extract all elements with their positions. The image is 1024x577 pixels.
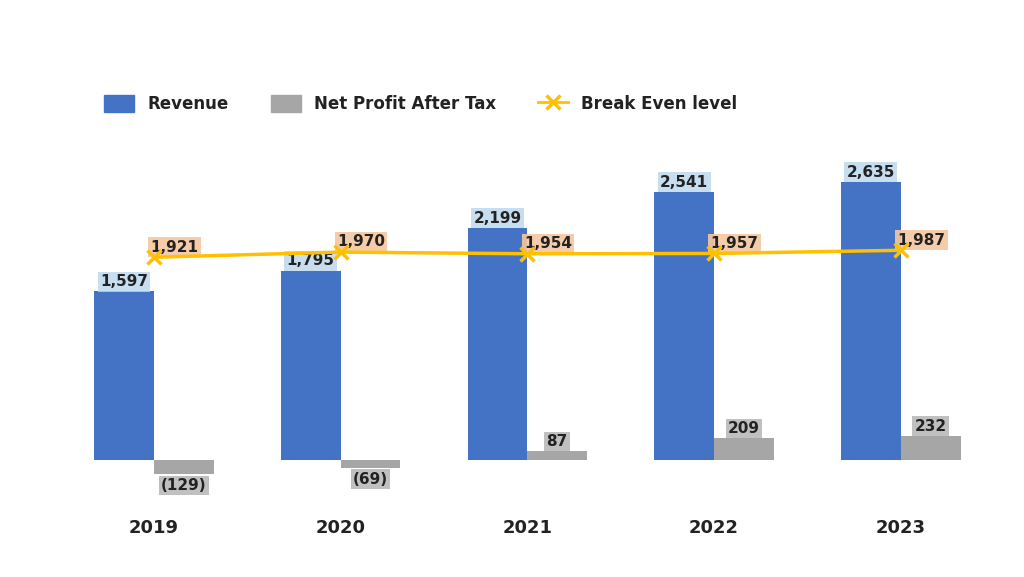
Bar	[281, 271, 341, 460]
Bar	[341, 460, 400, 467]
Text: 1,954: 1,954	[524, 236, 571, 251]
Text: 1,597: 1,597	[100, 275, 148, 290]
Bar	[527, 451, 587, 460]
Text: 1,957: 1,957	[711, 236, 759, 251]
Legend: Revenue, Net Profit After Tax, Break Even level: Revenue, Net Profit After Tax, Break Eve…	[97, 88, 743, 119]
Bar	[654, 192, 714, 460]
Text: 2,199: 2,199	[473, 211, 521, 226]
Text: 1,970: 1,970	[337, 234, 385, 249]
Text: (129): (129)	[161, 478, 207, 493]
Bar	[94, 291, 154, 460]
Text: 2,541: 2,541	[660, 175, 709, 190]
Text: 232: 232	[914, 418, 947, 433]
Bar	[714, 438, 774, 460]
Bar	[901, 436, 961, 460]
Text: 87: 87	[547, 434, 568, 449]
Text: (69): (69)	[353, 472, 388, 487]
Text: 1,987: 1,987	[897, 233, 945, 248]
Text: 1,921: 1,921	[151, 239, 199, 254]
Text: 209: 209	[728, 421, 760, 436]
Text: 1,795: 1,795	[287, 253, 335, 268]
Text: Break Even Chart ($'000): Break Even Chart ($'000)	[360, 34, 694, 58]
Bar	[154, 460, 214, 474]
Bar	[468, 228, 527, 460]
Bar	[841, 182, 901, 460]
Text: 2,635: 2,635	[847, 164, 895, 179]
